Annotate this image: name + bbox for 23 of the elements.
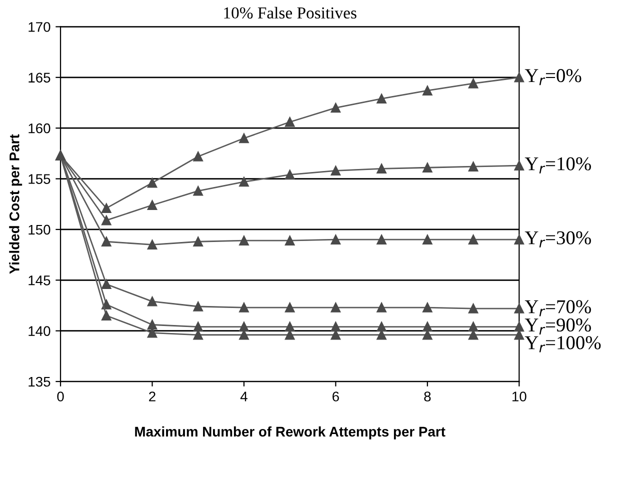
y-tick-label: 140 (28, 326, 50, 336)
series-label: Y$_{r}$=70% (524, 300, 591, 316)
y-tick-label: 170 (28, 22, 50, 32)
series-label: Y$_{r}$=10% (524, 157, 591, 174)
x-tick-label: 0 (57, 392, 64, 402)
x-tick-label: 4 (240, 392, 248, 402)
y-axis-title: Yielded Cost per Part (9, 134, 22, 274)
x-tick-label: 2 (149, 392, 156, 402)
y-tick-label: 165 (28, 72, 50, 83)
series-label: Y$_{r}$=30% (524, 231, 591, 248)
y-tick-label: 135 (28, 376, 50, 387)
y-tick-label: 150 (28, 224, 50, 235)
series-label: Y$_{r}$=90% (524, 318, 591, 335)
series-label: Y$_{r}$=0% (524, 69, 582, 86)
chart-title: 10% False Positives (224, 6, 356, 19)
y-tick-label: 160 (28, 123, 50, 134)
x-tick-label: 8 (424, 392, 431, 402)
x-tick-label: 6 (332, 392, 339, 402)
x-tick-label: 10 (512, 392, 526, 402)
x-axis-title: Maximum Number of Rework Attempts per Part (135, 426, 446, 440)
series-label: Y$_{r}$=100% (524, 336, 601, 352)
y-tick-label: 145 (28, 276, 50, 286)
y-tick-label: 155 (28, 174, 50, 184)
